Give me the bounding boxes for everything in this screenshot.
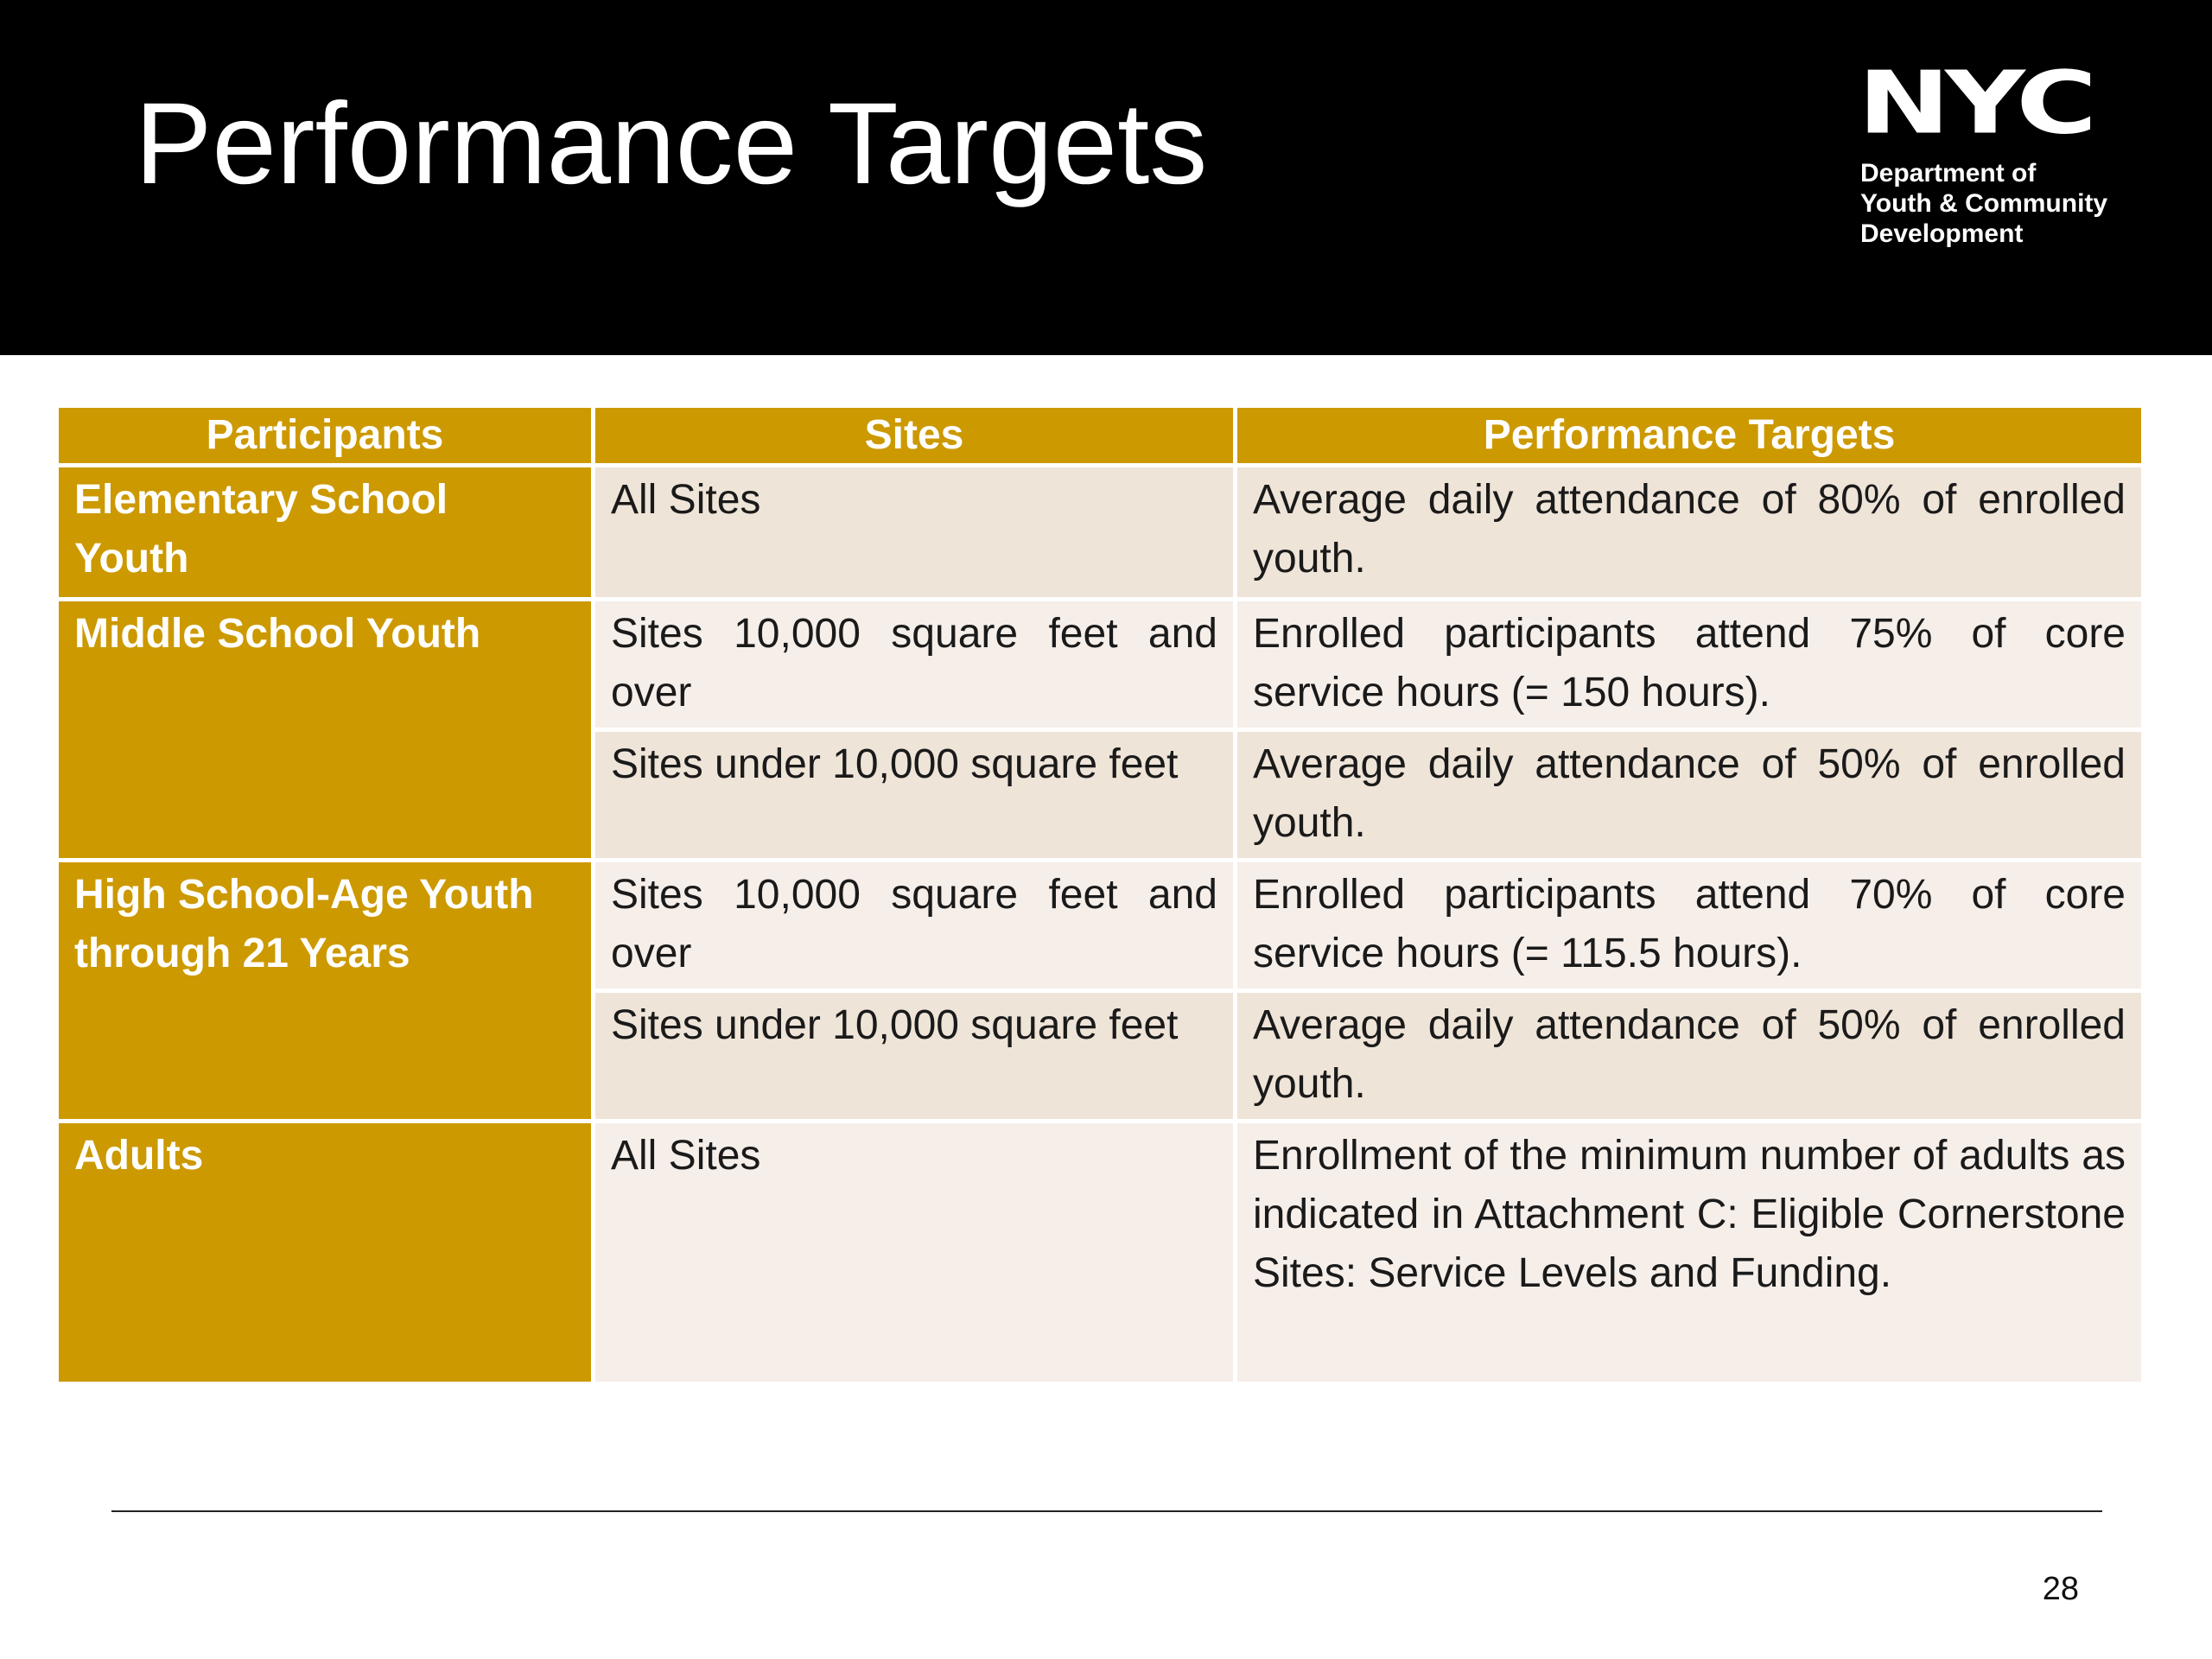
page-number: 28 xyxy=(2042,1571,2079,1607)
target-cell: Enrolled participants attend 75% of core… xyxy=(1233,597,2145,732)
logo-line: Youth & Community xyxy=(1860,189,2108,218)
header-row: Participants Sites Performance Targets xyxy=(54,404,2145,467)
footer-rule xyxy=(111,1510,2102,1512)
participants-cell: Middle School Youth xyxy=(54,597,595,862)
target-cell: Average daily attendance of 50% of enrol… xyxy=(1233,728,2145,862)
target-cell: Enrolled participants attend 70% of core… xyxy=(1233,858,2145,993)
sites-cell: Sites under 10,000 square feet xyxy=(591,988,1237,1123)
sites-cell: Sites 10,000 square feet and over xyxy=(591,858,1237,993)
participants-cell: Adults xyxy=(54,1119,595,1386)
table-row: Elementary School Youth All Sites Average … xyxy=(54,463,2145,601)
table-row: High School-Age Youth through 21 Years Si… xyxy=(54,858,2145,1123)
header-bar: Performance Targets NYC Department of Yo… xyxy=(0,0,2212,355)
logo-line: Development xyxy=(1860,219,2024,248)
participants-cell: High School-Age Youth through 21 Years xyxy=(54,858,595,1123)
logo-mark: NYC xyxy=(1858,53,2097,154)
table-row: Adults All Sites Enrollment of the minimum… xyxy=(54,1119,2145,1386)
column-header: Performance Targets xyxy=(1233,404,2145,467)
sites-cell: Sites 10,000 square feet and over xyxy=(591,597,1237,732)
participants-cell: Elementary School Youth xyxy=(54,463,595,601)
targets-table: Participants Sites Performance Targets Ele… xyxy=(54,404,2145,1386)
table-row: Middle School Youth Sites 10,000 square f… xyxy=(54,597,2145,862)
column-header: Sites xyxy=(591,404,1237,467)
slide-title: Performance Targets xyxy=(135,79,1208,208)
table-body: Elementary School Youth All Sites Average … xyxy=(54,463,2145,1386)
logo-line: Department of xyxy=(1860,159,2037,188)
sites-cell: All Sites xyxy=(591,463,1237,601)
target-cell: Average daily attendance of 50% of enrol… xyxy=(1233,988,2145,1123)
column-header: Participants xyxy=(54,404,595,467)
table-row: Sites under 10,000 square feet Average da… xyxy=(57,728,2145,862)
target-cell: Average daily attendance of 80% of enrol… xyxy=(1233,463,2145,601)
sites-cell: All Sites xyxy=(591,1119,1237,1386)
target-cell: Enrollment of the minimum number of adul… xyxy=(1233,1119,2145,1386)
sites-cell: Sites under 10,000 square feet xyxy=(591,728,1237,862)
table-row: Sites under 10,000 square feet Average da… xyxy=(57,988,2145,1123)
